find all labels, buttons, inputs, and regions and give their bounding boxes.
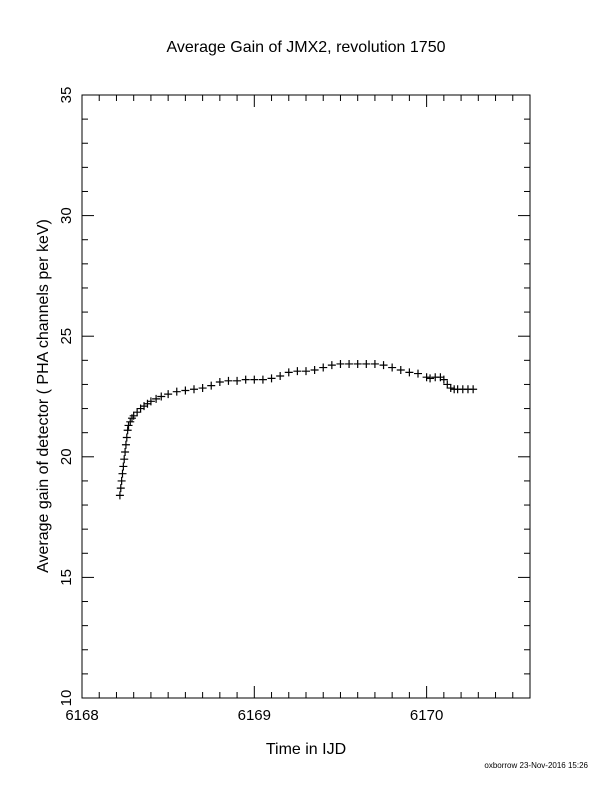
data-point <box>443 380 452 389</box>
data-point <box>310 365 319 374</box>
data-point <box>414 369 422 378</box>
data-point <box>405 368 414 377</box>
plot-frame <box>81 94 531 699</box>
y-tick-label: 25 <box>58 328 75 345</box>
data-point <box>388 363 397 372</box>
data-point <box>133 408 142 417</box>
data-point <box>302 367 310 376</box>
data-point <box>370 359 379 368</box>
data-point <box>379 361 388 370</box>
data-point <box>362 359 371 368</box>
data-point <box>439 375 448 384</box>
x-tick-label: 6168 <box>65 707 98 724</box>
data-point <box>120 455 129 464</box>
data-point <box>198 384 207 393</box>
data-point <box>224 376 233 385</box>
data-point <box>241 375 250 384</box>
data-point <box>250 375 259 384</box>
axis-ticks <box>82 95 530 698</box>
data-point <box>267 374 276 383</box>
data-point <box>293 367 302 376</box>
x-tick-label: 6169 <box>238 707 271 724</box>
data-point <box>164 390 173 399</box>
data-point <box>353 359 362 368</box>
data-point <box>121 440 130 449</box>
data-point <box>118 469 127 478</box>
data-point <box>124 421 133 430</box>
data-point <box>336 359 345 368</box>
x-axis-label: Time in IJD <box>266 741 346 758</box>
y-axis-label: Average gain of detector ( PHA channels … <box>35 219 52 573</box>
data-point <box>172 387 181 396</box>
data-point <box>426 374 435 383</box>
data-point <box>276 371 285 380</box>
data-point <box>207 381 216 390</box>
x-tick-labels: 6168 6169 6170 <box>65 707 443 724</box>
data-point <box>121 447 130 456</box>
y-tick-label: 20 <box>58 448 75 465</box>
footer-stamp: oxborrow 23-Nov-2016 15:26 <box>484 761 588 770</box>
data-point <box>117 476 126 485</box>
data-point <box>115 491 124 500</box>
data-point <box>116 484 125 493</box>
chart-title: Average Gain of JMX2, revolution 1750 <box>167 39 446 56</box>
data-point <box>129 411 138 420</box>
data-point <box>422 373 431 382</box>
data-point <box>119 462 128 471</box>
data-point <box>146 397 155 406</box>
y-tick-label: 10 <box>58 690 75 707</box>
data-points <box>115 359 478 500</box>
data-point <box>327 361 336 370</box>
y-tick-label: 30 <box>58 207 75 224</box>
data-point <box>181 386 190 395</box>
data-point <box>345 359 354 368</box>
y-tick-labels: 10 15 20 25 30 35 <box>58 87 75 707</box>
y-tick-label: 15 <box>58 569 75 586</box>
data-point <box>122 433 131 442</box>
x-tick-label: 6170 <box>410 707 443 724</box>
data-point <box>258 375 267 384</box>
data-point <box>469 385 478 394</box>
data-point <box>123 426 132 435</box>
data-point <box>190 385 198 394</box>
data-point <box>396 365 405 374</box>
y-tick-label: 35 <box>58 87 75 104</box>
data-point <box>446 384 455 393</box>
data-point <box>319 363 328 372</box>
data-point <box>233 376 242 385</box>
data-point <box>215 378 224 387</box>
data-point <box>126 417 135 426</box>
data-point <box>152 394 161 403</box>
data-point <box>157 392 166 401</box>
data-point <box>284 368 293 377</box>
